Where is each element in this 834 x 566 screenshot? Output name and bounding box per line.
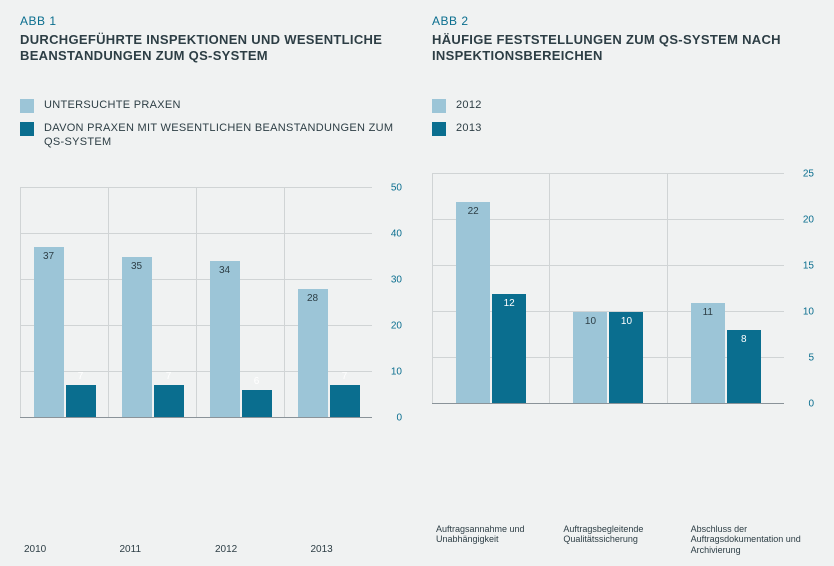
chart-1-title: DURCHGEFÜHRTE INSPEKTIONEN UND WESENTLIC… [20,32,402,84]
bar-value-label: 37 [43,251,54,262]
chart-2-plot: 22121010118 0510152025 [432,174,814,518]
x-axis-label: 2013 [307,544,403,556]
y-tick-label: 50 [391,182,402,193]
bar-value-label: 35 [131,261,142,272]
bars-row: 37 7 35 7 34 6 28 7 [20,188,372,418]
bar-value-label: 6 [254,376,260,387]
x-axis-labels: Auftragsannahme und UnabhängigkeitAuftra… [432,524,814,556]
chart-1: ABB 1 DURCHGEFÜHRTE INSPEKTIONEN UND WES… [20,14,402,556]
bar: 10 [573,312,607,404]
legend-item: 2012 [432,98,814,113]
y-tick-label: 10 [803,307,814,318]
baseline [432,403,784,404]
bar-value-label: 10 [585,316,596,327]
chart-2-title: HÄUFIGE FESTSTELLUNGEN ZUM QS-SYSTEM NAC… [432,32,814,84]
bar-value-label: 11 [703,307,713,318]
x-axis-label: 2011 [116,544,212,556]
bar: 35 [122,257,152,418]
baseline [20,417,372,418]
y-tick-label: 5 [808,353,814,364]
chart-1-legend: UNTERSUCHTE PRAXEN DAVON PRAXEN MIT WESE… [20,98,402,158]
bar: 7 [330,385,360,417]
legend-item: DAVON PRAXEN MIT WESENTLICHEN BEANSTANDU… [20,121,402,150]
x-axis-labels: 2010201120122013 [20,544,402,556]
y-tick-label: 10 [391,366,402,377]
bar-group: 22 12 [432,174,549,404]
x-axis-label: Abschluss der Auftragsdokumentation und … [687,524,814,556]
legend-swatch [432,122,446,136]
bar-value-label: 34 [219,265,230,276]
legend-text: 2013 [456,121,482,135]
legend-item: 2013 [432,121,814,136]
y-tick-label: 25 [803,169,814,180]
bar: 7 [66,385,96,417]
chart-2-label: ABB 2 [432,14,814,28]
legend-swatch [432,99,446,113]
bar-value-label: 7 [78,371,84,382]
bars-row: 22 12 10 10 11 8 [432,174,784,404]
bar-group: 37 7 [20,188,108,418]
bar-group: 35 7 [108,188,196,418]
bar: 11 [691,303,725,404]
bar: 6 [242,390,272,418]
bar-group: 11 8 [667,174,784,404]
bar-value-label: 7 [166,371,172,382]
bar-value-label: 7 [342,371,348,382]
bar: 34 [210,261,240,417]
charts-container: ABB 1 DURCHGEFÜHRTE INSPEKTIONEN UND WES… [0,0,834,566]
plot-area: 37 7 35 7 34 6 28 7 [20,188,372,418]
legend-swatch [20,122,34,136]
x-axis-label: Auftragsbegleitende Qualitätssicherung [559,524,686,556]
y-tick-label: 20 [803,215,814,226]
legend-text: 2012 [456,98,482,112]
bar-value-label: 12 [504,298,515,309]
bar-value-label: 10 [621,316,632,327]
y-tick-label: 0 [396,412,402,423]
bar: 10 [609,312,643,404]
legend-text: DAVON PRAXEN MIT WESENTLICHEN BEANSTANDU… [44,121,402,150]
y-axis: 01020304050 [372,188,402,418]
y-tick-label: 15 [803,261,814,272]
bar: 37 [34,247,64,417]
chart-1-plot: 377357346287 01020304050 [20,188,402,538]
bar: 8 [727,330,761,404]
bar: 22 [456,202,490,404]
x-axis-label: Auftragsannahme und Unabhängigkeit [432,524,559,556]
bar: 12 [492,294,526,404]
y-tick-label: 20 [391,320,402,331]
y-tick-label: 40 [391,228,402,239]
bar: 28 [298,289,328,418]
bar-value-label: 22 [468,206,479,217]
legend-swatch [20,99,34,113]
y-tick-label: 30 [391,274,402,285]
bar-value-label: 8 [741,334,747,345]
chart-2-legend: 2012 2013 [432,98,814,144]
bar-group: 10 10 [549,174,666,404]
bar: 7 [154,385,184,417]
chart-2: ABB 2 HÄUFIGE FESTSTELLUNGEN ZUM QS-SYST… [432,14,814,556]
bar-group: 28 7 [284,188,372,418]
chart-1-label: ABB 1 [20,14,402,28]
x-axis-label: 2012 [211,544,307,556]
bar-value-label: 28 [307,293,318,304]
legend-text: UNTERSUCHTE PRAXEN [44,98,181,112]
y-axis: 0510152025 [784,174,814,404]
legend-item: UNTERSUCHTE PRAXEN [20,98,402,113]
plot-area: 22 12 10 10 11 8 [432,174,784,404]
bar-group: 34 6 [196,188,284,418]
x-axis-label: 2010 [20,544,116,556]
y-tick-label: 0 [808,399,814,410]
